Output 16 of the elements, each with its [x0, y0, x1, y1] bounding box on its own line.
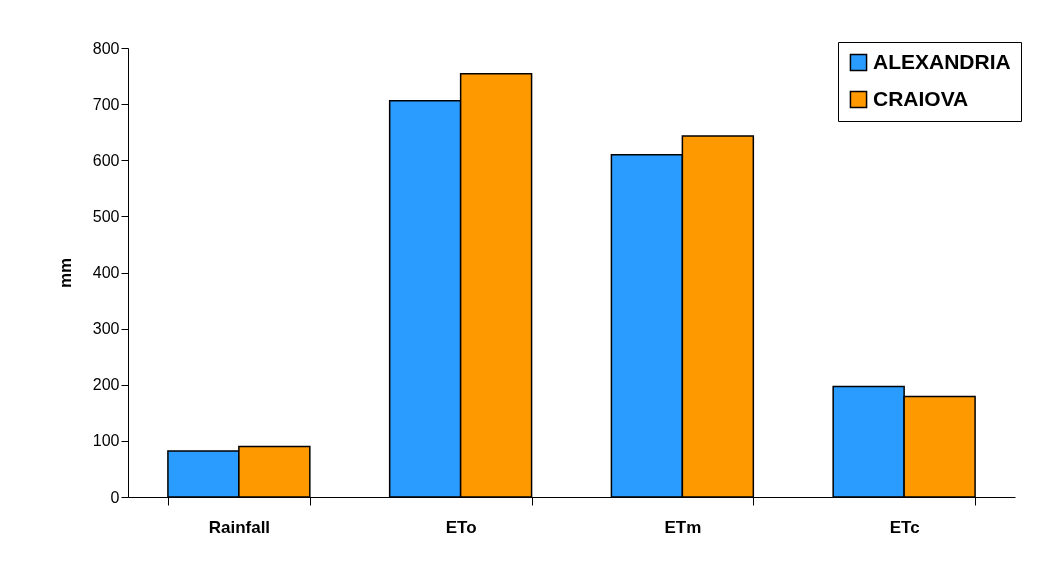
legend-label: ALEXANDRIA [873, 49, 1011, 73]
y-tick-label: 500 [92, 207, 120, 225]
x-tick-label: Rainfall [208, 517, 271, 537]
y-tick-label: 200 [92, 376, 120, 394]
y-tick-label: 700 [92, 95, 120, 113]
x-tick-label: ETo [445, 517, 477, 537]
legend-label: CRAIOVA [873, 86, 969, 110]
y-axis-title: mm [55, 257, 75, 289]
y-tick-label: 800 [92, 39, 120, 57]
y-tick-label: 600 [92, 151, 120, 169]
y-tick-label: 100 [92, 432, 120, 450]
y-tick-label: 300 [92, 320, 120, 338]
y-tick-label: 0 [110, 488, 120, 506]
x-tick-label: ETc [889, 517, 920, 537]
x-tick-label: ETm [664, 517, 702, 537]
y-tick-label: 400 [92, 264, 120, 281]
